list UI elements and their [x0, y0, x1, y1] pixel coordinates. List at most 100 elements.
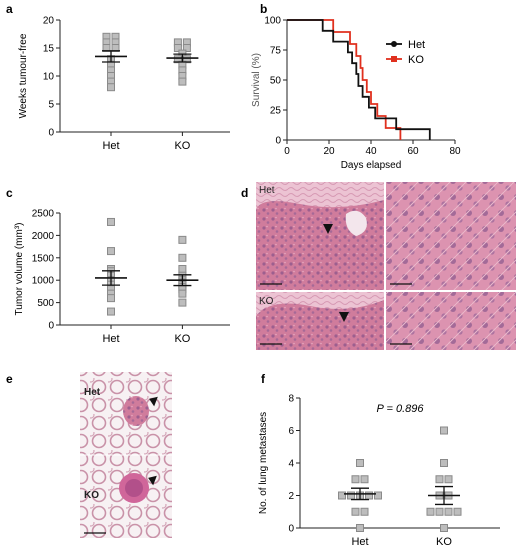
- y-tick-label: 75: [270, 46, 282, 57]
- legend-marker: [391, 41, 397, 47]
- data-point: [178, 77, 187, 86]
- micrograph-d-het-label: Het: [259, 185, 275, 196]
- x-tick-label: Het: [102, 333, 119, 345]
- chart-lung-metastases: 0 2 4 6 8 No. of lung metastases Het KO P = 0.89…: [258, 394, 500, 548]
- axis-lines: [299, 398, 500, 529]
- y-axis-label: No. of lung metastases: [258, 412, 269, 514]
- chart-survival: 0 20 40 60 80 0 25 50 75 100 Days elapsed Survival …: [251, 16, 461, 172]
- data-point: [107, 307, 115, 316]
- x-tick-label: 20: [323, 146, 335, 157]
- y-axis-label: Survival (%): [251, 53, 262, 107]
- x-tick-label: Het: [351, 536, 368, 548]
- y-tick-label: 6: [288, 426, 294, 437]
- data-point: [178, 235, 187, 244]
- data-point: [360, 475, 369, 484]
- y-tick-label: 2500: [32, 209, 55, 220]
- x-tick-label: Het: [102, 140, 119, 152]
- y-tick-label: 4: [288, 459, 294, 470]
- arrowhead-icon: [323, 224, 333, 234]
- micrograph-e-ko-label: KO: [84, 490, 99, 501]
- y-tick-label: 25: [270, 106, 282, 117]
- data-point: [173, 44, 182, 52]
- y-tick-label: 2000: [32, 231, 55, 242]
- arrowhead-icon: [149, 396, 158, 407]
- survival-line-het: [287, 19, 431, 140]
- axis-lines: [59, 20, 230, 133]
- y-tick-label: 0: [48, 128, 54, 139]
- panel-label-d: d: [241, 186, 248, 200]
- data-point: [178, 265, 187, 273]
- vessel-het: [345, 210, 367, 236]
- axis-lines: [59, 213, 230, 326]
- y-tick-label: 0: [288, 524, 294, 535]
- x-tick-label: KO: [174, 333, 190, 345]
- data-point: [182, 44, 191, 52]
- stroma-band-het: [256, 182, 384, 210]
- data-point: [356, 524, 364, 532]
- y-tick-label: 8: [288, 394, 294, 405]
- data-point: [360, 507, 369, 516]
- panel-label-b: b: [260, 2, 267, 16]
- arrowhead-icon: [339, 312, 349, 322]
- data-point: [107, 247, 115, 256]
- y-tick-label: 500: [37, 298, 54, 309]
- y-tick-label: 0: [275, 136, 281, 147]
- chart-tumor-volume: 0 500 1000 1500 2000 2500 Tumor volume (mm³) He…: [14, 209, 230, 345]
- data-point: [107, 83, 115, 92]
- data-point: [356, 459, 364, 467]
- data-point: [347, 491, 355, 500]
- data-point: [107, 217, 115, 226]
- panel-label-a: a: [6, 2, 13, 16]
- y-tick-label: 2: [288, 491, 294, 502]
- p-value-annotation: P = 0.896: [377, 403, 425, 415]
- data-point: [351, 475, 360, 484]
- micrograph-e: Het KO: [80, 372, 172, 538]
- x-tick-label: KO: [174, 140, 190, 152]
- data-point: [444, 507, 453, 516]
- chart-weeks-tumour-free: 0 5 10 15 20 Weeks tumour-free Het KO: [18, 16, 230, 152]
- data-point: [178, 289, 187, 298]
- micrograph-d: Het KO: [256, 182, 516, 350]
- y-tick-label: 20: [43, 16, 55, 27]
- x-tick-label: KO: [436, 536, 452, 548]
- legend-label: KO: [408, 54, 424, 66]
- y-tick-label: 50: [270, 76, 282, 87]
- data-point: [173, 55, 182, 64]
- data-point: [351, 507, 360, 516]
- x-tick-label: 60: [407, 146, 419, 157]
- data-point: [182, 55, 191, 64]
- y-tick-label: 5: [48, 100, 54, 111]
- panel-label-f: f: [261, 372, 266, 386]
- axis-lines: [286, 20, 455, 141]
- metastasis-het: [123, 396, 149, 426]
- y-tick-label: 0: [48, 321, 54, 332]
- legend-label: Het: [408, 39, 425, 51]
- y-tick-label: 100: [264, 16, 281, 27]
- micrograph-e-het-label: Het: [84, 387, 101, 398]
- y-axis-label: Tumor volume (mm³): [14, 223, 25, 316]
- data-point: [102, 44, 111, 52]
- y-tick-label: 1500: [32, 253, 55, 264]
- data-point: [440, 426, 448, 435]
- micrograph-d-het-high: [386, 182, 516, 290]
- data-point: [426, 507, 435, 516]
- arrowhead-icon: [148, 475, 157, 486]
- micrograph-d-ko-high: [386, 292, 516, 350]
- x-tick-label: 40: [365, 146, 377, 157]
- y-axis-label: Weeks tumour-free: [18, 33, 29, 118]
- y-tick-label: 10: [43, 72, 55, 83]
- data-point: [365, 491, 373, 500]
- data-point: [178, 298, 187, 307]
- stroma-band-ko: [256, 292, 384, 316]
- data-point: [435, 475, 444, 484]
- data-point: [440, 524, 448, 532]
- data-point: [435, 507, 444, 516]
- data-point: [338, 491, 346, 500]
- x-axis-label: Days elapsed: [341, 160, 402, 171]
- data-point: [107, 294, 115, 303]
- data-point: [444, 475, 453, 484]
- panel-label-e: e: [6, 372, 13, 386]
- survival-line-ko: [287, 19, 402, 140]
- y-tick-label: 15: [43, 44, 55, 55]
